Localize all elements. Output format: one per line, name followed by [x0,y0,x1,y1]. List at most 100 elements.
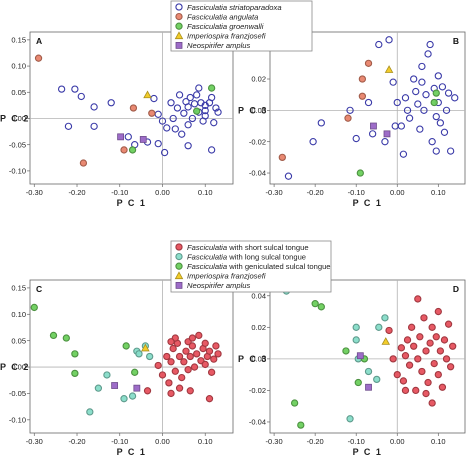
legend-marker-yellow [174,31,184,40]
data-point-red [449,342,457,350]
data-point-green [49,331,58,340]
data-point-red [201,339,209,347]
data-point-green [71,350,79,358]
x-tick-label: 0.00 [155,188,170,197]
data-point-green [317,303,325,311]
y-axis-label: P C 3 [238,105,268,115]
x-tick-label: -0.10 [111,188,128,197]
data-point-red [422,389,430,398]
x-tick-label: 0.10 [431,188,446,197]
data-point-blue [201,112,209,120]
data-point-blue [167,99,175,107]
x-tick-label: -0.20 [68,437,85,446]
legend-box [170,0,313,52]
data-point-red [167,389,175,398]
data-point-purple [133,384,141,392]
data-point-blue [124,133,132,141]
data-point-cyan [375,323,383,331]
data-point-red [207,368,216,376]
legend-label: Neospirifer amplus [187,281,251,290]
y-axis-label: P C 3 [238,354,268,364]
data-point-blue [184,121,192,129]
data-point-blue [207,93,216,102]
data-point-green [207,84,216,92]
data-point-red [158,371,167,379]
x-tick-label: 0.10 [431,437,446,446]
data-point-blue [403,106,412,115]
data-point-red [143,387,152,395]
legend-marker-cyan [175,252,183,261]
data-point-red [422,347,430,355]
data-point-blue [364,98,373,107]
data-point-red [434,307,442,316]
data-point-orange [129,104,138,112]
y-tick-label: 0.10 [11,62,26,71]
data-point-cyan [352,336,360,344]
data-point-red [430,359,438,368]
data-point-red [169,344,177,353]
legend-box [170,240,332,293]
panel-letter: C [36,284,42,294]
y-tick-label: 0.05 [11,88,26,97]
y-tick-label: 0.00 [11,363,26,372]
x-axis-label: P C 1 [353,447,383,457]
y-tick-label: -0.02 [249,137,266,146]
data-point-orange [364,59,373,67]
x-tick-label: -0.20 [68,188,85,197]
data-point-blue [169,114,177,123]
data-point-red [188,342,197,350]
data-point-yellow [143,90,152,99]
data-point-blue [442,106,451,115]
data-point-blue [418,62,426,71]
data-point-red [444,320,453,328]
data-point-red [171,367,179,375]
data-point-red [401,352,410,360]
data-point-blue [385,36,393,44]
plot-frame [269,279,466,434]
x-axis-label: P C 1 [353,198,383,208]
data-point-green [30,303,38,312]
data-point-purple [117,133,125,141]
data-point-red [205,347,214,355]
data-point-red [446,363,455,371]
data-point-blue [154,110,162,118]
data-point-cyan [94,384,103,392]
data-point-red [186,352,194,361]
data-point-blue [193,91,201,99]
data-point-blue [381,138,389,146]
legend-marker-purple [175,281,183,289]
data-point-blue [214,108,222,116]
data-point-red [188,334,197,342]
data-point-red [214,350,222,358]
legend-bottom: Fasciculatia with short sulcal tongueFas… [170,240,332,293]
legend-top: Fasciculatia striatoparadoxaFasciculatia… [170,0,313,52]
data-point-blue [186,93,194,102]
data-point-cyan [86,408,94,416]
y-tick-label: -0.04 [249,418,266,427]
data-point-blue [163,124,171,132]
data-point-blue [158,117,167,125]
data-point-cyan [346,415,354,423]
legend-label-italic: Neospirifer amplus [187,281,251,290]
data-point-blue [416,125,424,133]
data-point-purple [370,122,377,130]
data-point-blue [201,106,209,115]
data-point-cyan [120,395,128,403]
data-point-green [131,368,139,376]
legend-label: Imperiospira franzjosefi [187,32,266,41]
y-axis-label: P C 2 [0,113,30,123]
x-tick-label: -0.20 [307,188,324,197]
data-point-green [356,169,364,177]
data-point-cyan [352,323,360,331]
data-point-purple [356,352,364,360]
legend-marker-green [175,262,183,270]
panel-letter: B [453,36,459,46]
x-tick-label: -0.30 [26,437,43,446]
data-point-blue [397,122,406,130]
data-point-orange [358,75,367,83]
data-point-red [414,295,422,303]
data-point-red [212,342,220,350]
x-tick-label: 0.00 [390,188,405,197]
data-point-red [440,336,449,344]
data-point-red [434,370,442,379]
